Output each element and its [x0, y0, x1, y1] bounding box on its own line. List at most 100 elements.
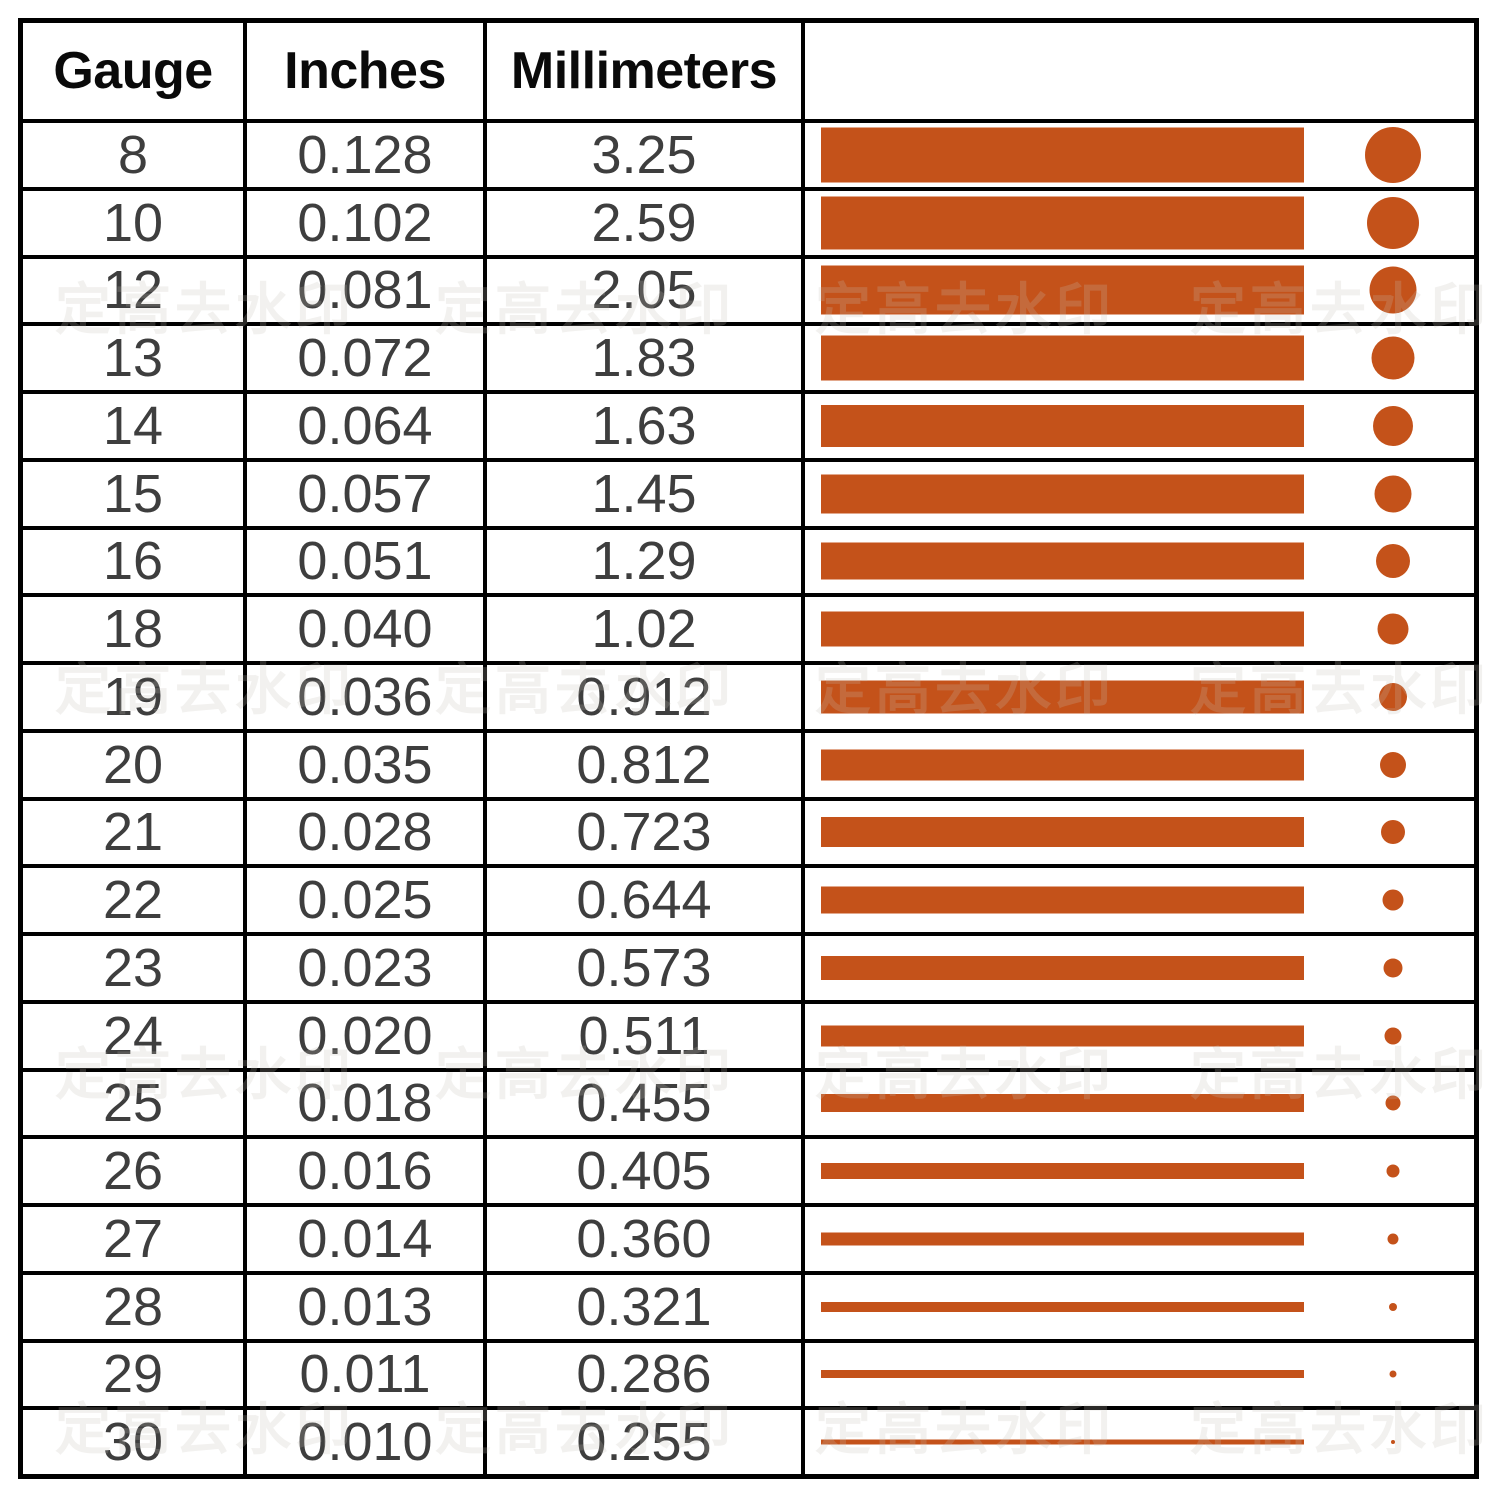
table-row: 10 0.102 2.59 — [23, 190, 1474, 259]
wire-thickness-bar — [821, 1094, 1304, 1113]
gauge-table: Gauge Inches Millimeters 8 0.128 3.25 10 0.1… — [18, 18, 1479, 1479]
mm-value: 1.63 — [487, 394, 805, 458]
inches-value: 0.025 — [247, 868, 487, 932]
mm-value: 0.360 — [487, 1207, 805, 1271]
wire-diameter-dot — [1367, 196, 1419, 249]
wire-thickness-bar — [821, 542, 1304, 580]
mm-value: 0.912 — [487, 665, 805, 729]
table-row: 19 0.036 0.912 — [23, 665, 1474, 733]
gauge-value: 26 — [23, 1139, 247, 1203]
gauge-value: 13 — [23, 326, 247, 390]
wire-visual-cell — [805, 394, 1474, 458]
table-row: 14 0.064 1.63 — [23, 394, 1474, 462]
mm-value: 0.511 — [487, 1003, 805, 1068]
table-row: 27 0.014 0.360 — [23, 1207, 1474, 1275]
inches-value: 0.081 — [247, 258, 487, 323]
inches-value: 0.020 — [247, 1003, 487, 1068]
mm-value: 0.644 — [487, 868, 805, 932]
table-row: 25 0.018 0.455 — [23, 1071, 1474, 1140]
wire-thickness-bar — [821, 265, 1304, 315]
inches-value: 0.010 — [247, 1410, 487, 1474]
wire-visual-cell — [805, 733, 1474, 797]
col-header-visual — [805, 23, 1474, 119]
inches-value: 0.036 — [247, 665, 487, 729]
wire-thickness-bar — [821, 474, 1304, 514]
col-header-inches: Inches — [247, 23, 487, 119]
wire-diameter-dot — [1381, 820, 1405, 845]
wire-visual-cell — [805, 1343, 1474, 1407]
wire-thickness-bar — [821, 1232, 1304, 1246]
wire-thickness-bar — [821, 404, 1304, 447]
inches-value: 0.051 — [247, 529, 487, 594]
wire-thickness-bar — [821, 335, 1304, 381]
wire-diameter-dot — [1386, 1164, 1400, 1178]
wire-thickness-bar — [821, 1301, 1304, 1312]
gauge-value: 10 — [23, 190, 247, 255]
wire-visual-cell — [805, 597, 1474, 661]
mm-value: 0.286 — [487, 1342, 805, 1407]
wire-visual-cell — [805, 259, 1474, 323]
table-row: 23 0.023 0.573 — [23, 936, 1474, 1004]
gauge-value: 29 — [23, 1342, 247, 1407]
wire-diameter-dot — [1371, 336, 1415, 380]
table-row: 15 0.057 1.45 — [23, 461, 1474, 530]
table-row: 20 0.035 0.812 — [23, 732, 1474, 801]
inches-value: 0.018 — [247, 1071, 487, 1136]
table-row: 30 0.010 0.255 — [23, 1410, 1474, 1474]
wire-diameter-dot — [1379, 682, 1407, 711]
wire-diameter-dot — [1376, 544, 1410, 579]
inches-value: 0.011 — [247, 1342, 487, 1407]
wire-visual-cell — [805, 326, 1474, 390]
wire-visual-cell — [805, 801, 1474, 865]
wire-thickness-bar — [821, 1025, 1304, 1047]
mm-value: 1.29 — [487, 529, 805, 594]
mm-value: 1.45 — [487, 461, 805, 526]
gauge-value: 8 — [23, 123, 247, 187]
wire-visual-cell — [805, 123, 1474, 187]
mm-value: 2.59 — [487, 190, 805, 255]
wire-thickness-bar — [821, 611, 1304, 647]
gauge-value: 12 — [23, 258, 247, 323]
gauge-value: 22 — [23, 868, 247, 932]
table-row: 21 0.028 0.723 — [23, 800, 1474, 869]
mm-value: 0.321 — [487, 1274, 805, 1339]
inches-value: 0.028 — [247, 800, 487, 865]
wire-diameter-dot — [1365, 126, 1421, 183]
wire-visual-cell — [805, 1139, 1474, 1203]
gauge-value: 14 — [23, 394, 247, 458]
wire-thickness-bar — [821, 886, 1304, 914]
wire-diameter-dot — [1377, 613, 1409, 645]
inches-value: 0.023 — [247, 936, 487, 1000]
wire-visual-cell — [805, 868, 1474, 932]
wire-diameter-dot — [1387, 1233, 1399, 1245]
mm-value: 0.573 — [487, 936, 805, 1000]
gauge-value: 23 — [23, 936, 247, 1000]
wire-visual-cell — [805, 1004, 1474, 1068]
gauge-value: 30 — [23, 1410, 247, 1474]
gauge-value: 20 — [23, 732, 247, 797]
wire-visual-cell — [805, 1275, 1474, 1339]
wire-diameter-dot — [1374, 475, 1412, 513]
wire-visual-cell — [805, 1072, 1474, 1136]
mm-value: 3.25 — [487, 123, 805, 187]
mm-value: 0.255 — [487, 1410, 805, 1474]
inches-value: 0.014 — [247, 1207, 487, 1271]
wire-visual-cell — [805, 462, 1474, 526]
wire-diameter-dot — [1389, 1370, 1397, 1378]
table-row: 8 0.128 3.25 — [23, 123, 1474, 191]
wire-diameter-dot — [1382, 889, 1404, 911]
mm-value: 2.05 — [487, 258, 805, 323]
wire-visual-cell — [805, 665, 1474, 729]
wire-thickness-bar — [821, 1370, 1304, 1379]
gauge-value: 16 — [23, 529, 247, 594]
wire-diameter-dot — [1373, 405, 1413, 446]
inches-value: 0.064 — [247, 394, 487, 458]
table-row: 12 0.081 2.05 — [23, 258, 1474, 327]
gauge-value: 21 — [23, 800, 247, 865]
wire-visual-cell — [805, 1410, 1474, 1474]
col-header-millimeters: Millimeters — [487, 23, 805, 119]
wire-diameter-dot — [1389, 1302, 1397, 1311]
wire-diameter-dot — [1384, 1027, 1402, 1045]
wire-diameter-dot — [1380, 751, 1406, 778]
